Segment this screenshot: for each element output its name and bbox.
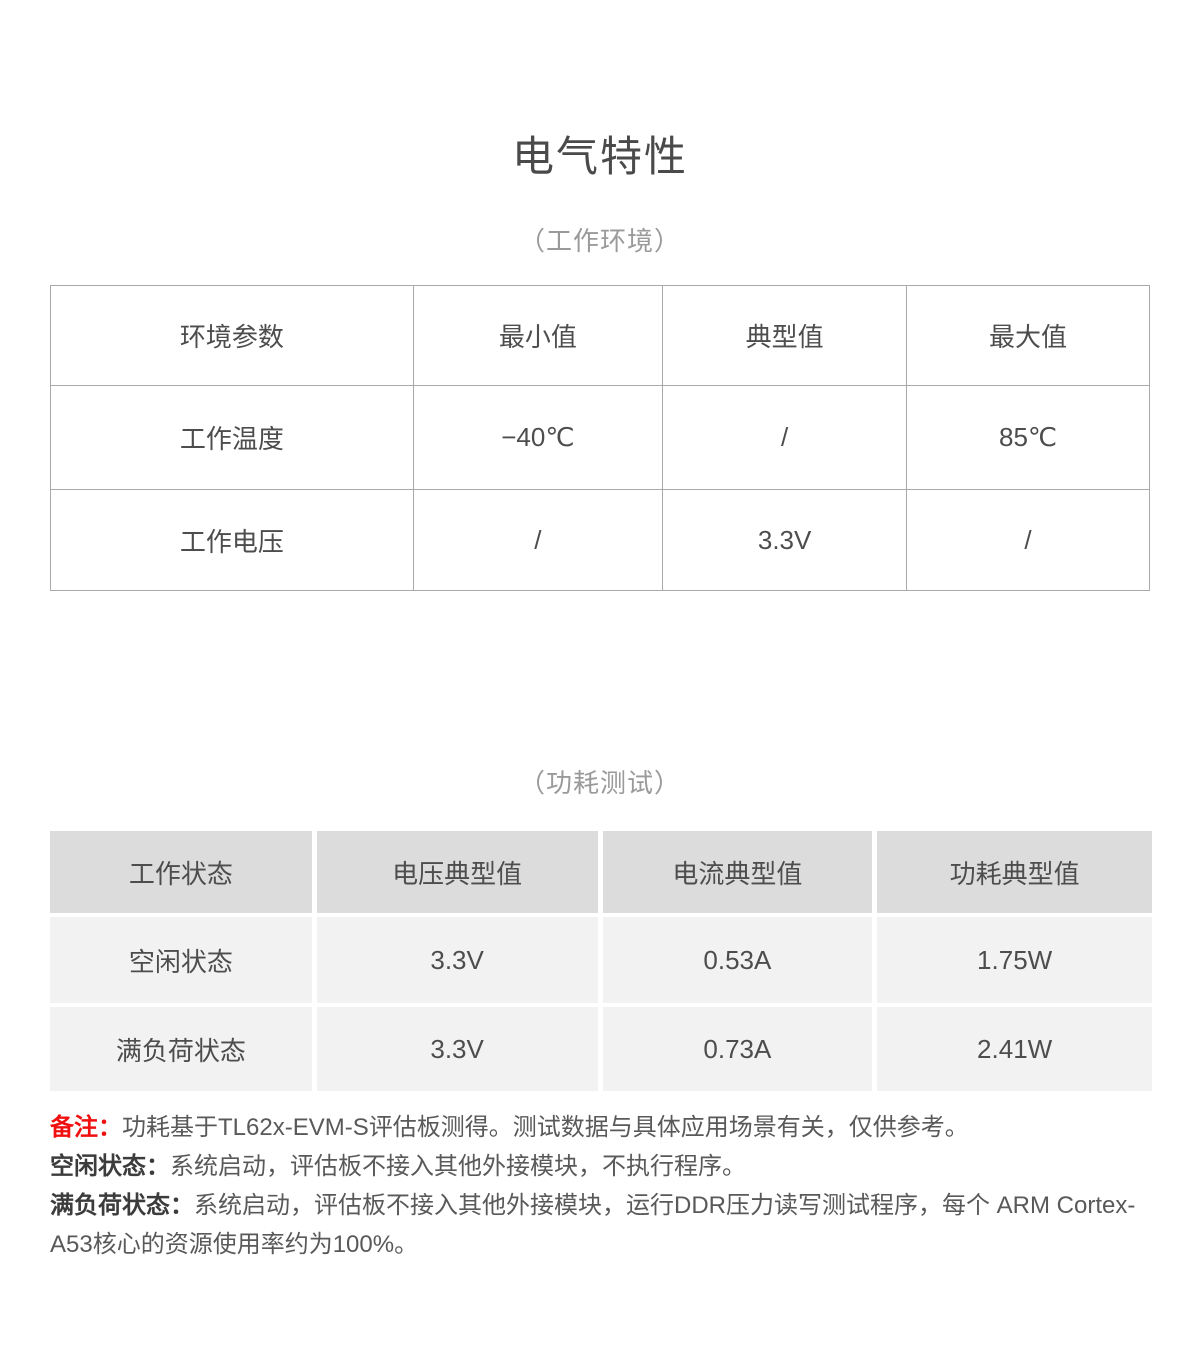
working-environment-table: 环境参数 最小值 典型值 最大值 工作温度 −40℃ / 85℃ 工作电压 / …: [50, 285, 1150, 591]
table-row-operating-voltage: 工作电压 / 3.3V /: [50, 489, 1150, 591]
column-header-typical-value: 典型值: [662, 285, 908, 386]
section-caption-working-environment: （工作环境）: [518, 226, 681, 256]
note-idle-text: 系统启动，评估板不接入其他外接模块，不执行程序。: [170, 1153, 746, 1180]
note-remark-label: 备注：: [50, 1114, 122, 1141]
note-remark: 备注：功耗基于TL62x-EVM-S评估板测得。测试数据与具体应用场景有关，仅供…: [50, 1108, 1150, 1147]
cell-current: 0.73A: [602, 1007, 873, 1091]
cell-voltage: 3.3V: [316, 917, 598, 1003]
note-full-load-state: 满负荷状态：系统启动，评估板不接入其他外接模块，运行DDR压力读写测试程序，每个…: [50, 1186, 1150, 1264]
cell-parameter: 工作电压: [50, 489, 414, 591]
table-row-operating-temperature: 工作温度 −40℃ / 85℃: [50, 385, 1150, 490]
cell-power: 2.41W: [877, 1007, 1152, 1091]
cell-state: 满负荷状态: [50, 1007, 312, 1091]
note-idle-state: 空闲状态：系统启动，评估板不接入其他外接模块，不执行程序。: [50, 1147, 1150, 1186]
column-header-power-typical: 功耗典型值: [877, 831, 1152, 913]
cell-typical: 3.3V: [662, 489, 908, 591]
column-header-voltage-typical: 电压典型值: [316, 831, 598, 913]
cell-typical: /: [662, 385, 908, 490]
table-header-row: 环境参数 最小值 典型值 最大值: [50, 285, 1150, 386]
cell-max: /: [906, 489, 1150, 591]
cell-min: /: [412, 489, 664, 591]
column-header-working-state: 工作状态: [50, 831, 312, 913]
cell-power: 1.75W: [877, 917, 1152, 1003]
column-header-env-parameter: 环境参数: [50, 285, 414, 386]
column-header-current-typical: 电流典型值: [602, 831, 873, 913]
note-full-load-text: 系统启动，评估板不接入其他外接模块，运行DDR压力读写测试程序，每个 ARM C…: [50, 1192, 1136, 1258]
note-idle-label: 空闲状态：: [50, 1153, 170, 1180]
cell-max: 85℃: [906, 385, 1150, 490]
note-full-load-label: 满负荷状态：: [50, 1192, 194, 1219]
page-title: 电气特性: [511, 133, 688, 180]
notes-block: 备注：功耗基于TL62x-EVM-S评估板测得。测试数据与具体应用场景有关，仅供…: [50, 1108, 1150, 1264]
cell-min: −40℃: [412, 385, 664, 490]
note-remark-text: 功耗基于TL62x-EVM-S评估板测得。测试数据与具体应用场景有关，仅供参考。: [122, 1114, 969, 1141]
cell-current: 0.53A: [602, 917, 873, 1003]
page-content: 电气特性 （工作环境） 环境参数 最小值 典型值 最大值 工作温度 −40℃ /…: [50, 133, 1152, 1264]
cell-voltage: 3.3V: [316, 1007, 598, 1091]
section-caption-power-test: （功耗测试）: [518, 768, 681, 798]
column-header-max-value: 最大值: [906, 285, 1150, 386]
power-test-table: 工作状态 电压典型值 电流典型值 功耗典型值 空闲状态 3.3V 0.53A 1…: [50, 831, 1152, 1091]
cell-parameter: 工作温度: [50, 385, 414, 490]
column-header-min-value: 最小值: [412, 285, 664, 386]
cell-state: 空闲状态: [50, 917, 312, 1003]
